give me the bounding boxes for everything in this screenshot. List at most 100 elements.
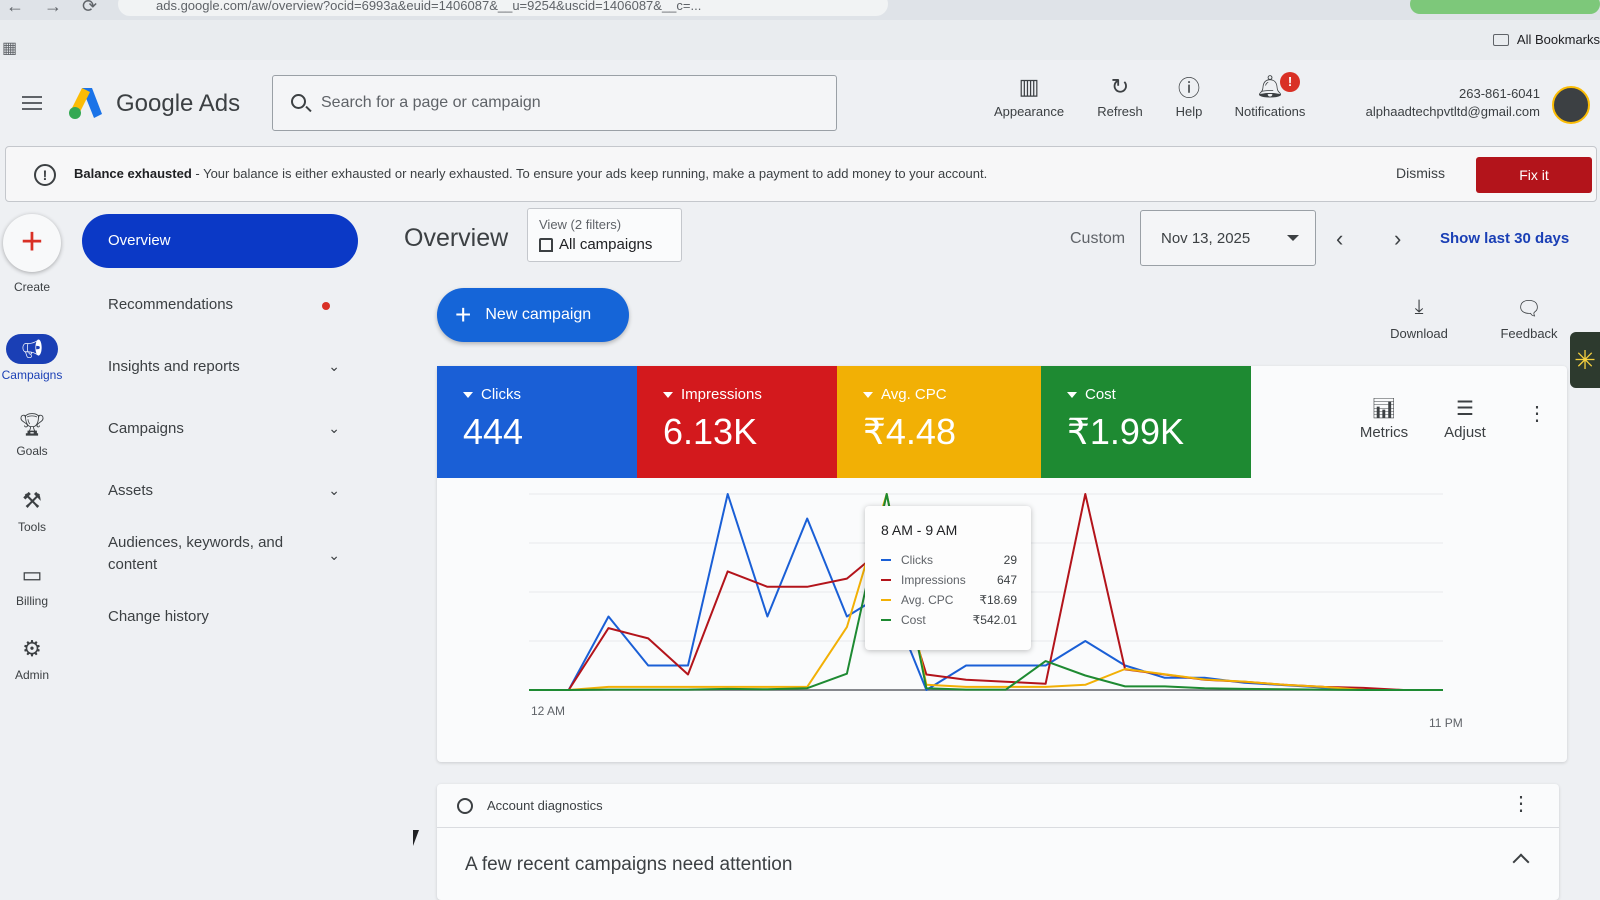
prev-date-button[interactable]: ‹ [1336, 226, 1344, 251]
rail-admin-label: Admin [14, 668, 49, 682]
adjust-label: Adjust [1444, 424, 1486, 441]
app-header: Google Ads ▥ Appearance ↻ Refresh ⓘ Help… [0, 60, 1600, 142]
megaphone-icon: 📢︎ [6, 334, 58, 364]
nav-campaigns[interactable]: Campaigns ⌄ [108, 420, 340, 437]
browser-nav-arrows[interactable]: ←→⟳ [6, 0, 118, 16]
series-line-avg-cpc [529, 493, 1443, 691]
rail-campaigns[interactable]: 📢︎ Campaigns [0, 334, 64, 382]
performance-card: Clicks 444 Impressions 6.13K Avg. CPC ₹4… [437, 366, 1567, 762]
banner-text: Balance exhausted - Your balance is eith… [74, 166, 987, 181]
recommendation-dot [322, 302, 330, 310]
chevron-down-icon: ⌄ [328, 547, 340, 563]
view-filters: View (2 filters) [539, 217, 622, 232]
download-label: Download [1390, 326, 1448, 341]
plus-icon: + [455, 299, 472, 330]
refresh-icon: ↻ [1110, 74, 1130, 99]
view-selector[interactable]: View (2 filters) All campaigns [527, 208, 682, 262]
fix-it-button[interactable]: Fix it [1476, 157, 1592, 193]
notifications-label: Notifications [1234, 104, 1306, 119]
rail-goals[interactable]: 🏆︎ Goals [0, 410, 64, 458]
feedback-button[interactable]: 🗨︎ Feedback [1494, 296, 1564, 341]
rail-billing-label: Billing [15, 594, 48, 608]
avatar[interactable] [1552, 86, 1590, 124]
tooltip-row-value: 29 [1003, 553, 1017, 567]
date-selector[interactable]: Nov 13, 2025 [1140, 210, 1316, 266]
metric-label: Avg. CPC [881, 386, 947, 403]
show-last-30-days[interactable]: Show last 30 days [1440, 230, 1570, 247]
chevron-down-icon: ⌄ [328, 482, 340, 498]
account-id: 263-861-6041 [1459, 86, 1540, 101]
rail-create[interactable]: + Create [0, 214, 64, 294]
nav-overview[interactable]: Overview [82, 214, 358, 268]
search-icon [291, 94, 306, 109]
new-campaign-button[interactable]: + New campaign [437, 288, 629, 342]
tooltip-row-value: ₹542.01 [972, 613, 1017, 627]
diagnostics-title: Account diagnostics [487, 798, 603, 813]
nav-insights[interactable]: Insights and reports ⌄ [108, 358, 340, 375]
appearance-label: Appearance [993, 104, 1065, 119]
metric-impressions[interactable]: Impressions 6.13K [637, 366, 837, 478]
notification-badge: ! [1280, 72, 1300, 92]
new-campaign-label: New campaign [485, 306, 592, 324]
appearance-icon: ▥ [1018, 74, 1040, 99]
view-value: All campaigns [559, 236, 653, 253]
account-email: alphaadtechpvtltd@gmail.com [1365, 104, 1540, 119]
tooltip-row-name: Impressions [901, 573, 966, 587]
range-label: Custom [1070, 230, 1126, 247]
metric-value: 444 [463, 411, 524, 452]
metric-clicks[interactable]: Clicks 444 [437, 366, 637, 478]
tooltip-row: Impressions 647 [881, 570, 1017, 590]
metric-label: Clicks [481, 386, 521, 403]
search-box[interactable] [272, 75, 837, 131]
nav-audiences[interactable]: Audiences, keywords, and content ⌄ [108, 532, 340, 576]
all-bookmarks[interactable]: All Bookmarks [1492, 32, 1600, 47]
refresh-button[interactable]: ↻ Refresh [1090, 70, 1150, 119]
rail-campaigns-label: Campaigns [1, 368, 63, 382]
nav-assets[interactable]: Assets ⌄ [108, 482, 340, 499]
menu-icon[interactable] [22, 96, 42, 110]
nav-change-history-label: Change history [108, 608, 209, 625]
nav-assets-label: Assets [108, 482, 154, 499]
metric-avg-cpc[interactable]: Avg. CPC ₹4.48 [837, 366, 1041, 478]
tooltip-title: 8 AM - 9 AM [881, 522, 958, 538]
metric-value: 6.13K [663, 411, 758, 452]
account-info[interactable]: 263-861-6041 alphaadtechpvtltd@gmail.com [1340, 85, 1540, 121]
diagnostics-header: Account diagnostics ⋮ [437, 784, 1559, 828]
extension-side-icon[interactable]: ✳ [1570, 332, 1600, 388]
rail-admin[interactable]: ⚙ Admin [0, 634, 64, 682]
chevron-down-icon: ⌄ [328, 358, 340, 374]
chevron-up-icon[interactable] [1512, 853, 1530, 871]
metrics-button[interactable]: 📊︎ Metrics [1349, 396, 1419, 441]
feedback-icon: 🗨︎ [1516, 298, 1542, 320]
tooltip-row-name: Clicks [901, 553, 933, 567]
dropdown-icon [463, 391, 473, 398]
page-title: Overview [404, 224, 509, 252]
help-label: Help [1175, 104, 1203, 119]
caret-down-icon [1287, 235, 1299, 241]
rail-billing[interactable]: ▭ Billing [0, 560, 64, 608]
rail-tools[interactable]: ⚒ Tools [0, 486, 64, 534]
nav-change-history[interactable]: Change history [108, 608, 340, 625]
help-button[interactable]: ⓘ Help [1168, 70, 1210, 119]
bell-icon: 🔔︎ [1256, 74, 1284, 99]
apps-grid-icon[interactable]: ▦ [2, 40, 18, 57]
more-options-icon[interactable]: ⋮ [1527, 403, 1547, 425]
tooltip-row-value: 647 [996, 573, 1017, 587]
more-options-icon[interactable]: ⋮ [1511, 793, 1531, 815]
download-button[interactable]: ⤓ Download [1384, 296, 1454, 341]
nav-recommendations[interactable]: Recommendations [108, 296, 340, 313]
notifications-button[interactable]: 🔔︎ ! Notifications [1224, 70, 1316, 119]
metric-cost[interactable]: Cost ₹1.99K [1041, 366, 1251, 478]
x-axis-start-label: 12 AM [531, 704, 566, 718]
account-diagnostics-card: Account diagnostics ⋮ A few recent campa… [437, 784, 1559, 900]
adjust-button[interactable]: ☰ Adjust [1433, 396, 1497, 441]
metric-label: Cost [1085, 386, 1116, 403]
diagnostics-icon [457, 798, 473, 814]
appearance-button[interactable]: ▥ Appearance [990, 70, 1068, 119]
address-bar[interactable]: ads.google.com/aw/overview?ocid=6993a&eu… [118, 0, 888, 16]
chevron-down-icon: ⌄ [328, 420, 340, 436]
search-input[interactable] [321, 90, 821, 116]
dismiss-button[interactable]: Dismiss [1396, 165, 1445, 181]
next-date-button[interactable]: › [1394, 226, 1402, 251]
extension-pill[interactable] [1410, 0, 1600, 14]
